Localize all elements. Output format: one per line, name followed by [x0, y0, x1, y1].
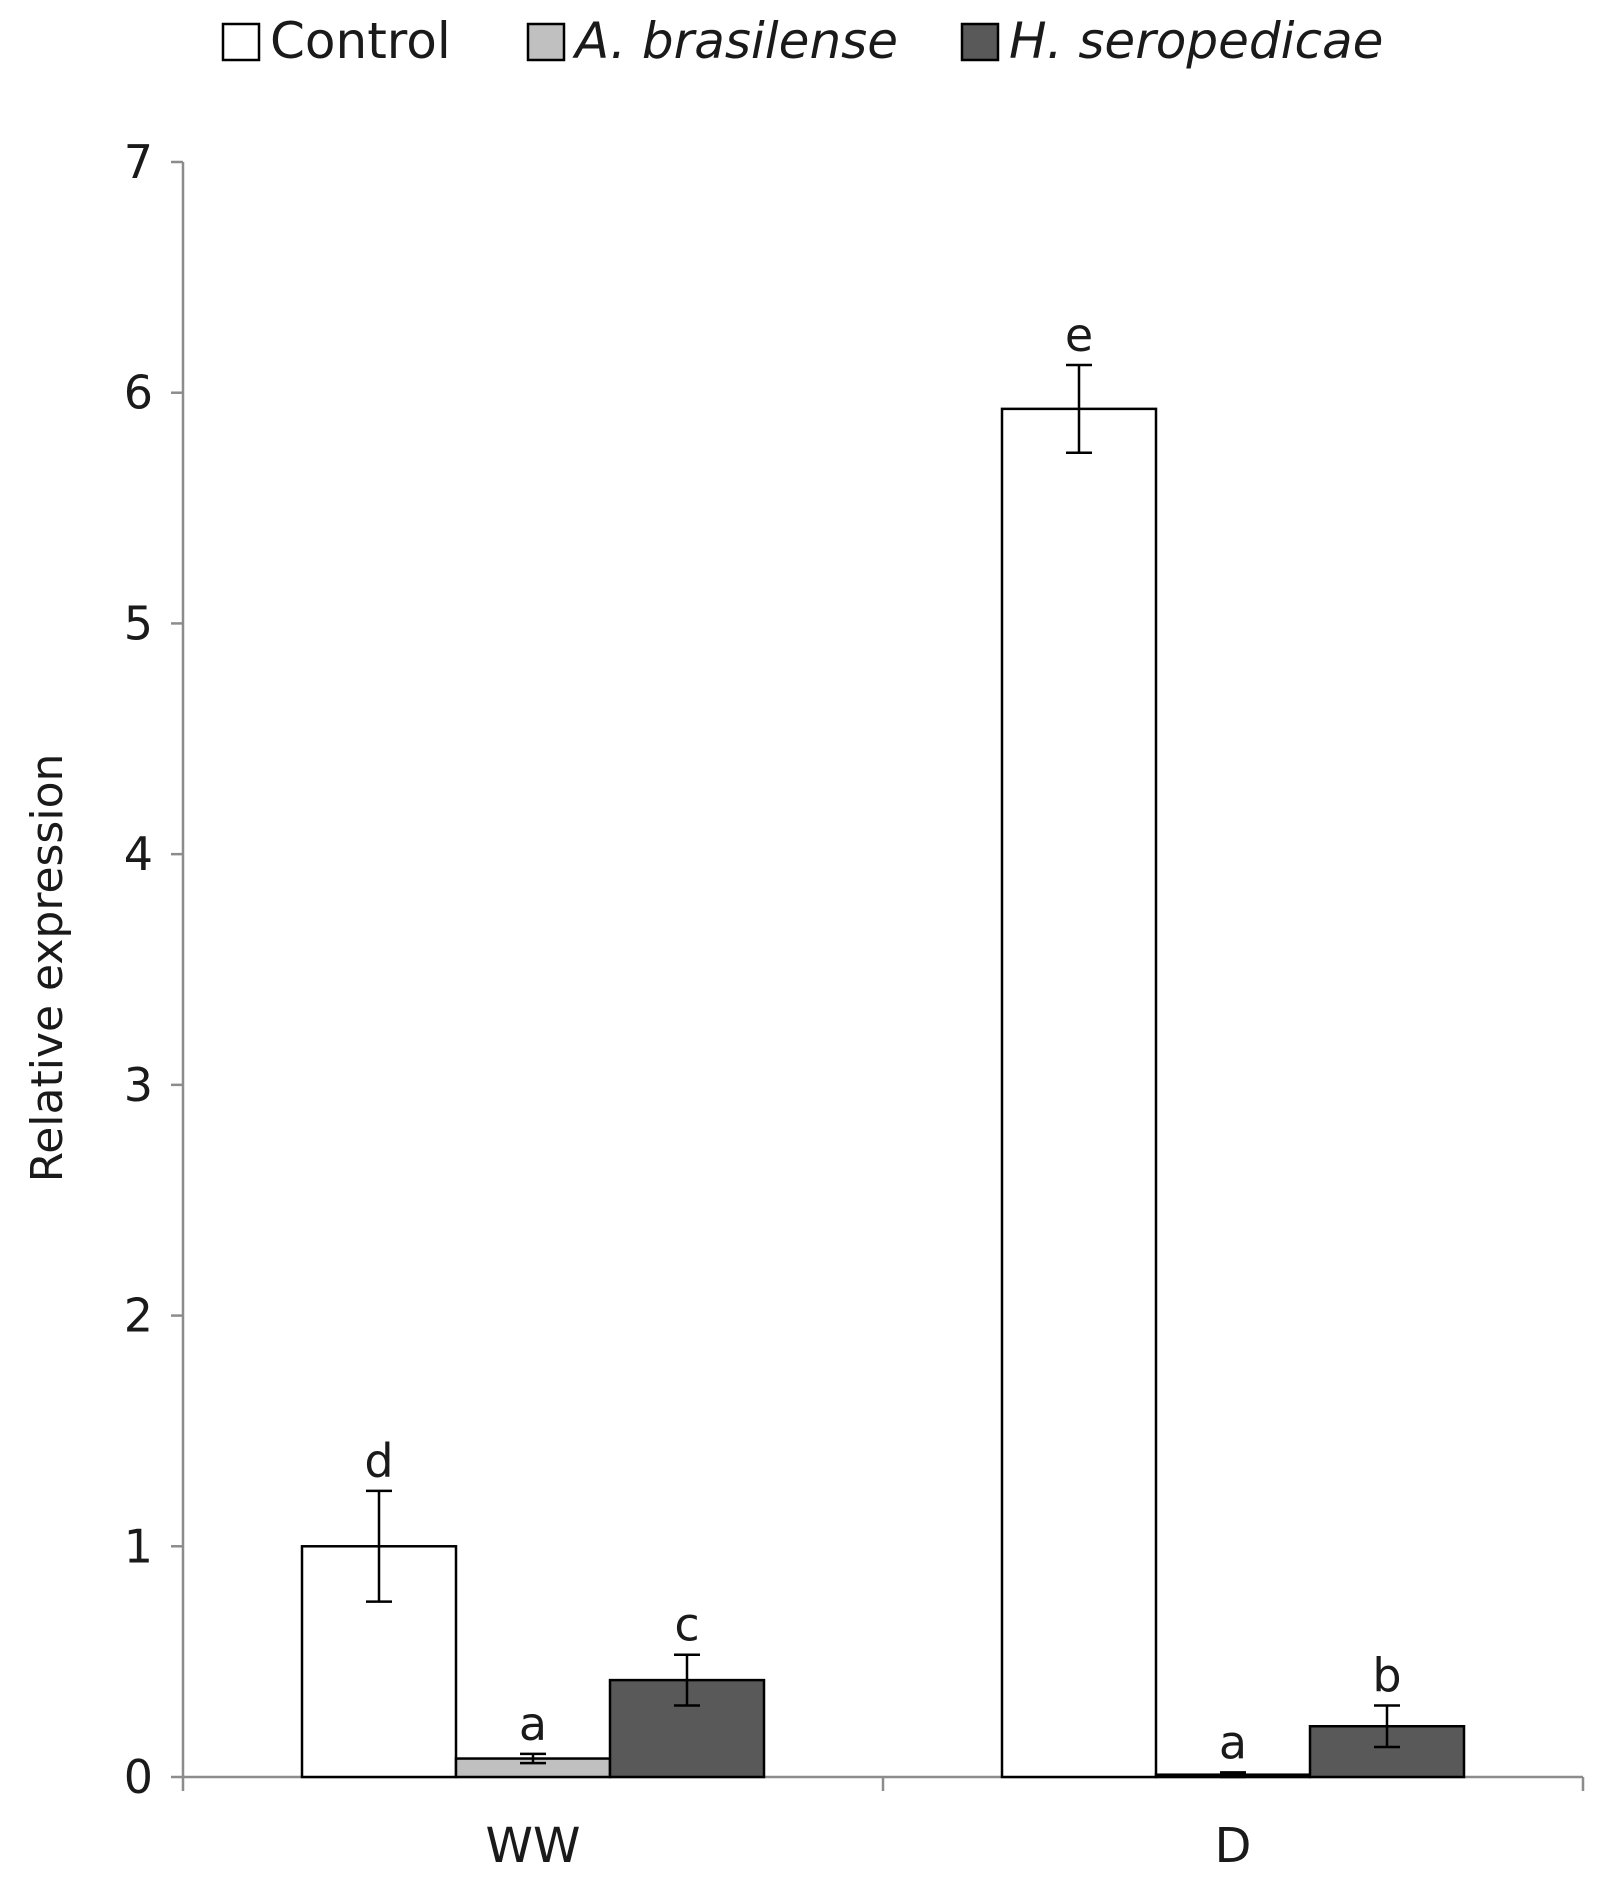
- legend: Control A. brasilense H. seropedicae: [221, 12, 1383, 70]
- significance-letter: a: [519, 1697, 547, 1751]
- error-bars: [366, 363, 1400, 1779]
- significance-letters: d e a a c b: [364, 308, 1401, 1769]
- x-category-label: WW: [486, 1818, 581, 1874]
- significance-letter: e: [1065, 308, 1093, 362]
- y-tick-label: 7: [124, 135, 153, 189]
- y-tick-label: 0: [124, 1750, 153, 1804]
- y-tick-label: 6: [124, 366, 153, 420]
- significance-letter: c: [674, 1598, 699, 1652]
- bar: [1000, 407, 1158, 1779]
- legend-swatch: [960, 22, 1000, 62]
- legend-swatch: [221, 22, 261, 62]
- y-tick-label: 1: [124, 1519, 153, 1573]
- y-tick-label: 5: [124, 596, 153, 650]
- y-tick-label: 3: [124, 1058, 153, 1112]
- y-tick-label: 4: [124, 827, 153, 881]
- legend-label: A. brasilense: [572, 12, 898, 70]
- significance-letter: b: [1372, 1648, 1401, 1702]
- y-axis-title: Relative expression: [22, 754, 73, 1183]
- bars: [300, 407, 1466, 1779]
- legend-swatch: [526, 22, 566, 62]
- significance-letter: d: [364, 1434, 393, 1488]
- x-category-label: D: [1215, 1818, 1252, 1874]
- y-tick-label: 2: [124, 1289, 153, 1343]
- legend-label: Control: [270, 12, 451, 70]
- y-axis-ticks: 0 1 2 3 4 5 6 7: [124, 135, 183, 1804]
- x-axis-ticks: WW D: [181, 1777, 1585, 1874]
- significance-letter: a: [1219, 1715, 1247, 1769]
- legend-label: H. seropedicae: [1009, 12, 1383, 70]
